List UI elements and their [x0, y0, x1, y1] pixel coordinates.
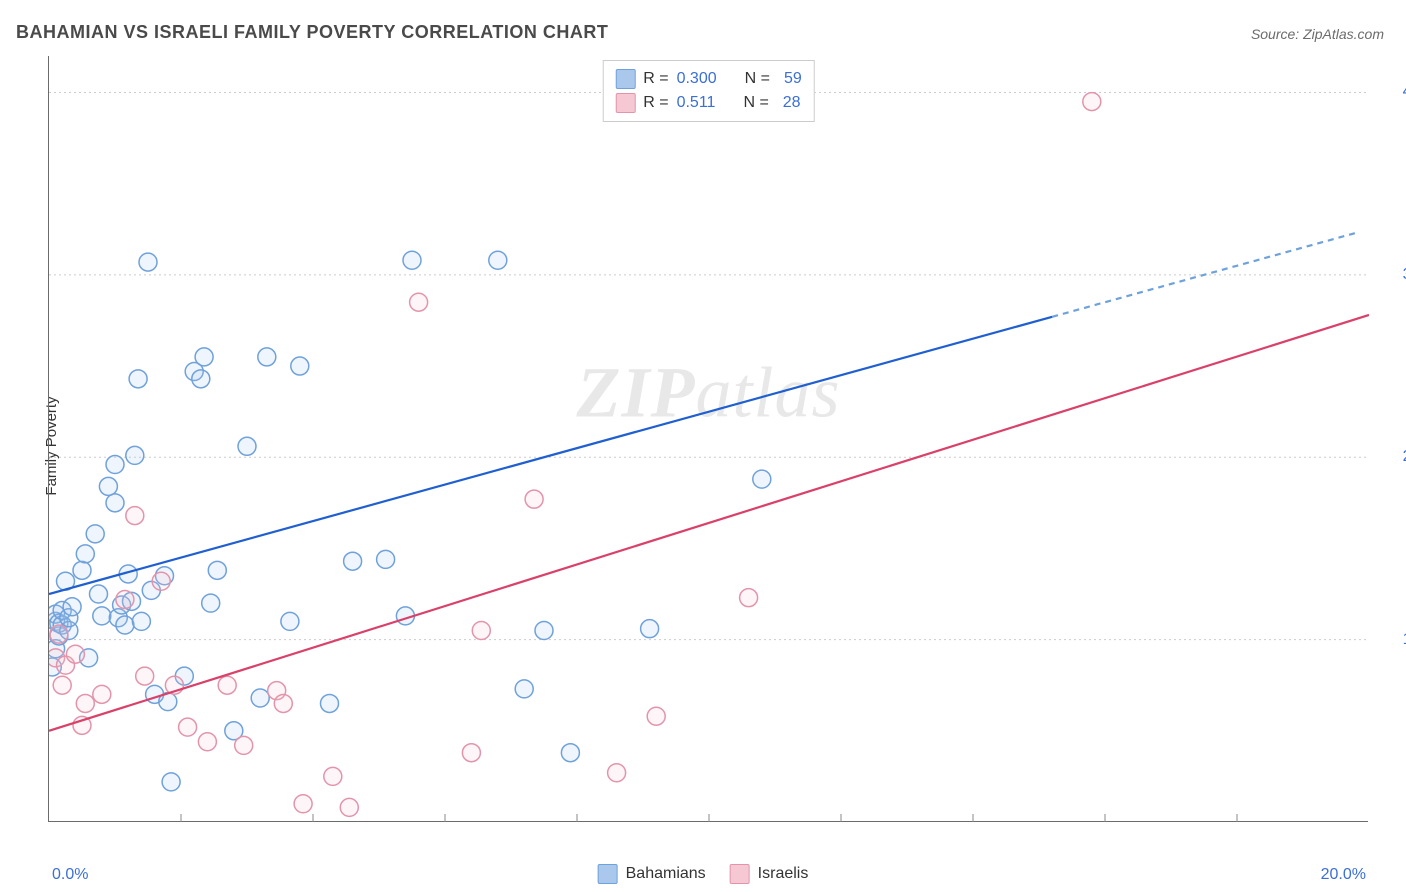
correlation-legend: R = 0.300 N = 59 R = 0.511 N = 28	[602, 60, 815, 122]
source-label: Source:	[1251, 26, 1303, 42]
series-legend: Bahamians Israelis	[598, 864, 809, 884]
chart-svg	[49, 56, 1369, 822]
source-name: ZipAtlas.com	[1303, 26, 1384, 42]
n-label-0: N =	[745, 70, 770, 88]
legend-row-bahamians: R = 0.300 N = 59	[615, 67, 802, 91]
legend-item-bahamians: Bahamians	[598, 864, 706, 884]
r-value-0: 0.300	[677, 70, 717, 88]
plot-area: ZIPatlas R = 0.300 N = 59 R = 0.511 N = …	[48, 56, 1368, 822]
n-value-1: 28	[783, 94, 801, 112]
series-name-0: Bahamians	[626, 865, 706, 883]
chart-container: BAHAMIAN VS ISRAELI FAMILY POVERTY CORRE…	[0, 0, 1406, 892]
legend-row-israelis: R = 0.511 N = 28	[615, 91, 802, 115]
swatch-bottom-bahamians	[598, 864, 618, 884]
source-attribution: Source: ZipAtlas.com	[1251, 26, 1384, 42]
r-label-1: R =	[643, 94, 668, 112]
swatch-bottom-israelis	[730, 864, 750, 884]
y-tick-label: 10.0%	[1403, 631, 1406, 649]
x-axis-min-label: 0.0%	[52, 866, 88, 884]
n-value-0: 59	[784, 70, 802, 88]
r-label-0: R =	[643, 70, 668, 88]
swatch-israelis	[615, 93, 635, 113]
legend-item-israelis: Israelis	[730, 864, 809, 884]
y-tick-label: 20.0%	[1403, 448, 1406, 466]
series-name-1: Israelis	[758, 865, 809, 883]
y-tick-label: 30.0%	[1403, 266, 1406, 284]
chart-title: BAHAMIAN VS ISRAELI FAMILY POVERTY CORRE…	[16, 22, 608, 43]
y-tick-label: 40.0%	[1403, 83, 1406, 101]
x-axis-max-label: 20.0%	[1321, 866, 1366, 884]
n-label-1: N =	[743, 94, 768, 112]
swatch-bahamians	[615, 69, 635, 89]
r-value-1: 0.511	[677, 94, 716, 112]
